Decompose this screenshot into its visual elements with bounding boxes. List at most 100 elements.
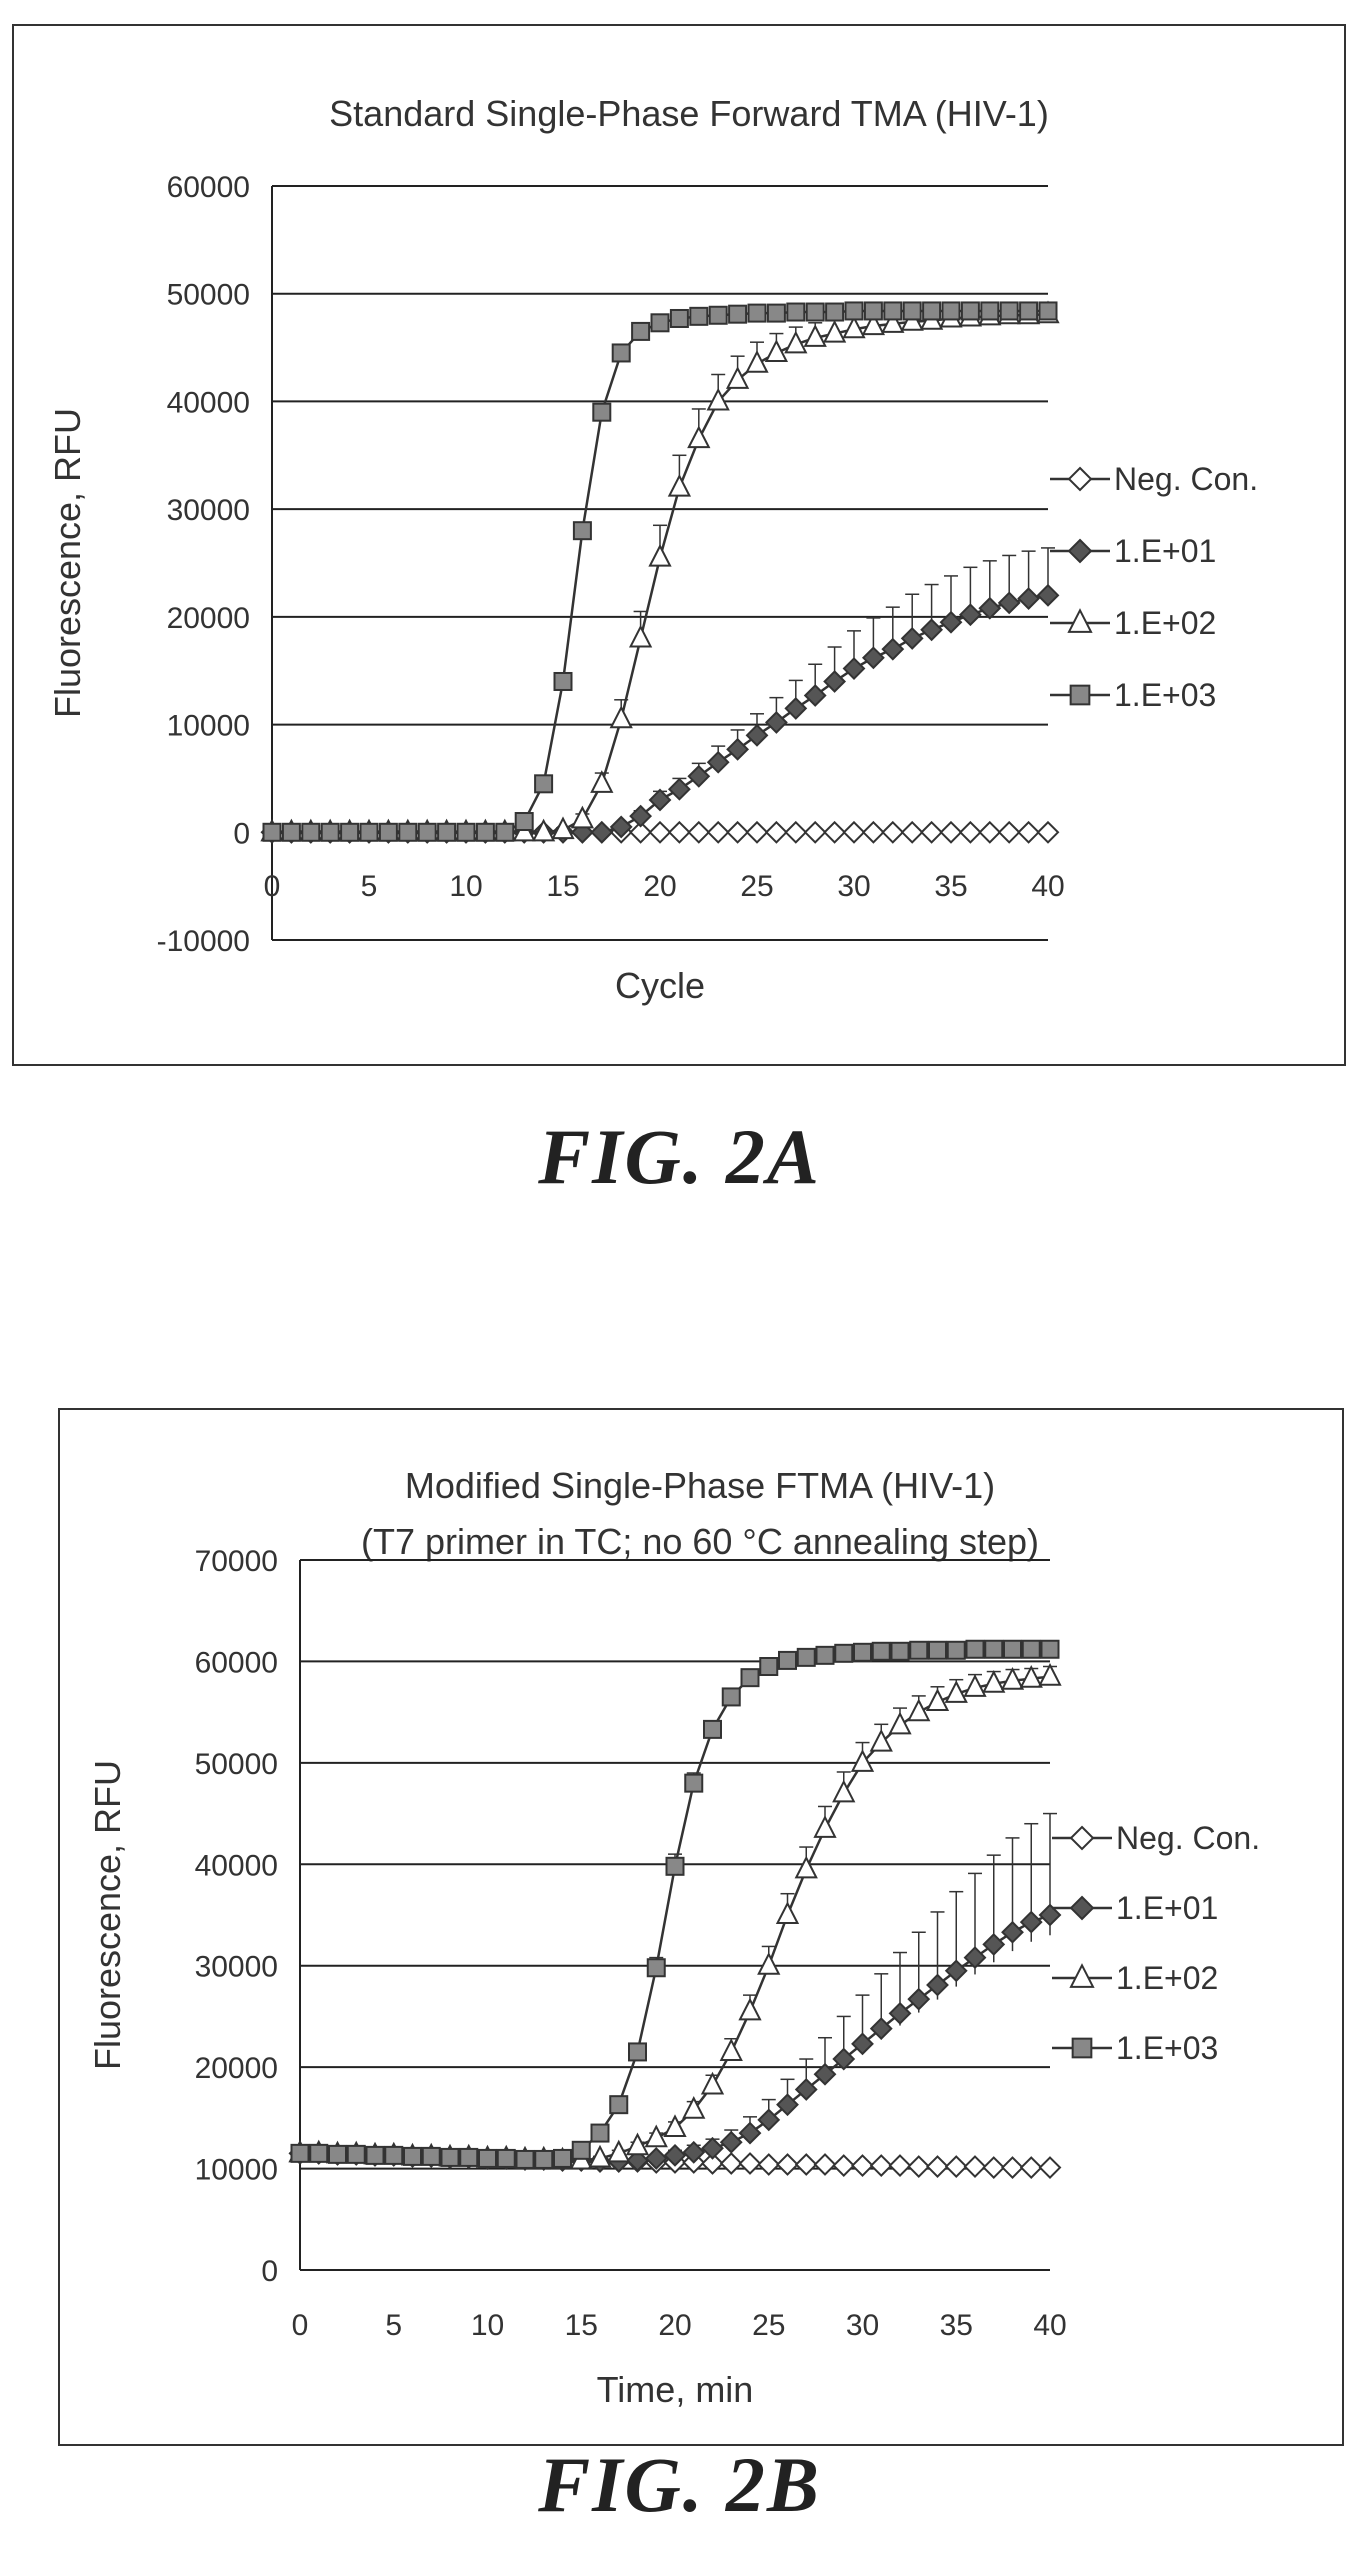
y-tick-label: 0 bbox=[233, 817, 250, 850]
legend-label: 1.E+02 bbox=[1116, 1960, 1218, 1996]
data-point bbox=[939, 820, 963, 844]
data-point bbox=[403, 2146, 422, 2166]
data-point bbox=[900, 820, 924, 844]
data-point bbox=[844, 301, 864, 321]
data-point bbox=[890, 1641, 910, 1661]
data-point bbox=[609, 705, 633, 729]
data-point bbox=[861, 646, 885, 670]
data-point bbox=[784, 330, 808, 354]
data-point bbox=[888, 2154, 912, 2177]
legend-entry: Neg. Con. bbox=[1050, 461, 1258, 497]
data-point bbox=[301, 822, 321, 842]
data-point bbox=[1019, 1910, 1043, 1934]
data-point bbox=[706, 387, 730, 411]
data-point bbox=[478, 2148, 497, 2168]
data-point bbox=[978, 820, 1002, 844]
data-point bbox=[834, 1643, 854, 1663]
data-point bbox=[965, 1639, 985, 1659]
legend-label: 1.E+03 bbox=[1116, 2030, 1218, 2066]
x-tick-label: 0 bbox=[292, 2309, 309, 2342]
data-point bbox=[665, 1856, 685, 1876]
data-point bbox=[920, 820, 944, 844]
data-point bbox=[1067, 466, 1093, 492]
series-1-e-02 bbox=[288, 1662, 1062, 2170]
data-point bbox=[320, 822, 340, 842]
data-point bbox=[1019, 301, 1039, 321]
data-point bbox=[984, 1639, 1004, 1659]
data-point bbox=[719, 2152, 743, 2175]
data-point bbox=[592, 402, 612, 422]
data-point bbox=[958, 603, 982, 627]
y-tick-label: 30000 bbox=[167, 494, 250, 527]
data-point bbox=[907, 1987, 931, 2011]
data-point bbox=[1017, 587, 1041, 610]
data-point bbox=[421, 2146, 441, 2166]
data-point bbox=[648, 820, 672, 844]
data-point bbox=[861, 312, 886, 336]
data-point bbox=[721, 1687, 741, 1707]
data-point bbox=[1038, 2156, 1062, 2179]
data-point bbox=[776, 2093, 799, 2117]
data-point bbox=[1019, 1664, 1043, 1688]
data-point bbox=[825, 302, 845, 322]
data-point bbox=[813, 2062, 837, 2086]
data-point bbox=[496, 2148, 516, 2168]
legend-label: Neg. Con. bbox=[1114, 461, 1258, 497]
data-point bbox=[946, 1640, 966, 1660]
data-point bbox=[1001, 1920, 1024, 1944]
chart-fig-2a: Standard Single-Phase Forward TMA (HIV-1… bbox=[47, 93, 1258, 1006]
y-tick-label: 70000 bbox=[195, 1545, 278, 1578]
data-point bbox=[1069, 1895, 1095, 1921]
data-point bbox=[1069, 1963, 1095, 1988]
y-tick-label: 60000 bbox=[195, 1646, 278, 1679]
data-point bbox=[456, 822, 476, 842]
data-point bbox=[997, 591, 1021, 615]
data-point bbox=[700, 2071, 725, 2095]
x-tick-label: 0 bbox=[264, 870, 281, 903]
y-tick-label: 10000 bbox=[195, 2154, 278, 2187]
data-point bbox=[871, 1641, 891, 1661]
data-point bbox=[757, 2153, 781, 2176]
data-point bbox=[701, 2136, 724, 2160]
legend-label: 1.E+03 bbox=[1114, 677, 1216, 713]
x-tick-label: 35 bbox=[940, 2309, 973, 2342]
data-point bbox=[590, 770, 614, 793]
data-point bbox=[944, 2155, 968, 2178]
data-point bbox=[738, 1997, 762, 2021]
y-tick-label: 50000 bbox=[167, 279, 250, 312]
data-point bbox=[1003, 1639, 1022, 1659]
data-point bbox=[648, 788, 672, 812]
data-point bbox=[1040, 1639, 1060, 1659]
data-point bbox=[784, 820, 808, 844]
chart-panel-fig-2a: Standard Single-Phase Forward TMA (HIV-1… bbox=[12, 24, 1346, 1066]
data-point bbox=[982, 1670, 1006, 1693]
data-point bbox=[1069, 1825, 1095, 1851]
data-point bbox=[628, 2042, 647, 2062]
data-point bbox=[725, 366, 750, 389]
data-point bbox=[832, 1779, 856, 1803]
data-point bbox=[625, 2132, 650, 2156]
data-point bbox=[340, 822, 360, 842]
data-point bbox=[682, 2140, 706, 2164]
data-point bbox=[650, 313, 670, 333]
data-point bbox=[842, 820, 866, 844]
x-tick-label: 40 bbox=[1033, 2309, 1066, 2342]
data-point bbox=[803, 684, 827, 707]
data-point bbox=[1021, 1639, 1041, 1659]
series-line bbox=[300, 1648, 1050, 2161]
data-point bbox=[475, 822, 495, 842]
data-point bbox=[1038, 1903, 1062, 1927]
data-point bbox=[644, 2147, 668, 2170]
data-point bbox=[738, 2152, 762, 2175]
data-point bbox=[1019, 2156, 1043, 2179]
data-point bbox=[863, 301, 883, 321]
legend-label: 1.E+01 bbox=[1114, 533, 1216, 569]
x-tick-label: 15 bbox=[546, 870, 579, 903]
data-point bbox=[815, 1645, 835, 1665]
data-point bbox=[764, 711, 788, 734]
data-point bbox=[1017, 820, 1041, 844]
series-line bbox=[272, 309, 1048, 834]
data-point bbox=[869, 2017, 893, 2041]
data-point bbox=[982, 1933, 1006, 1956]
x-tick-label: 20 bbox=[658, 2309, 691, 2342]
